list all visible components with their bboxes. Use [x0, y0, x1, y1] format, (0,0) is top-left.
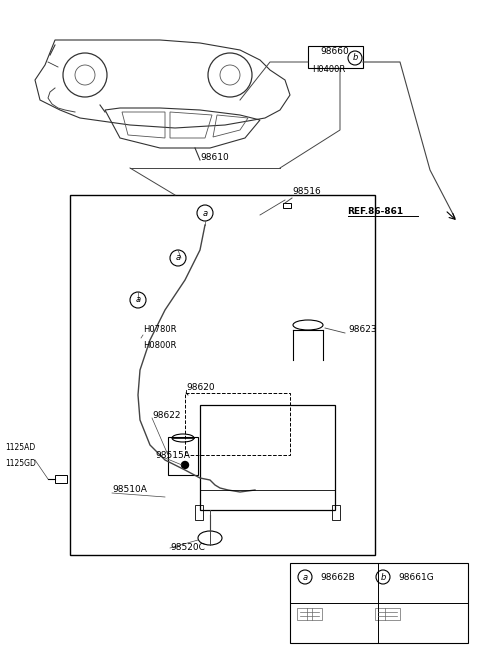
Text: b: b	[380, 572, 386, 582]
Bar	[168, 437, 198, 475]
Text: H0800R: H0800R	[143, 341, 176, 350]
Text: 98520C: 98520C	[170, 544, 205, 553]
Text: 98623: 98623	[348, 326, 377, 335]
Text: 98660: 98660	[321, 48, 349, 56]
Text: REF.86-861: REF.86-861	[347, 208, 403, 217]
Text: a: a	[302, 572, 308, 582]
Text: 98661G: 98661G	[398, 572, 434, 582]
Bar	[195, 505, 203, 520]
Text: 1125GD: 1125GD	[5, 458, 36, 468]
Text: H0400R: H0400R	[312, 66, 345, 75]
Text: 98622: 98622	[152, 411, 180, 419]
Bar	[308, 46, 363, 68]
Bar	[200, 405, 335, 510]
Text: a: a	[203, 208, 207, 217]
Bar	[185, 393, 290, 455]
Bar	[332, 505, 340, 520]
Text: a: a	[135, 295, 141, 305]
Bar	[70, 195, 375, 555]
Bar	[283, 203, 291, 208]
Text: 1125AD: 1125AD	[5, 443, 35, 453]
Text: 98662B: 98662B	[320, 572, 355, 582]
Text: 98516: 98516	[292, 187, 321, 196]
Circle shape	[181, 462, 189, 468]
Text: 98610: 98610	[201, 153, 229, 162]
Text: H0780R: H0780R	[143, 326, 177, 335]
Bar	[290, 563, 468, 643]
Text: 98620: 98620	[186, 383, 215, 392]
Text: 98510A: 98510A	[112, 485, 147, 495]
Text: b: b	[352, 54, 358, 62]
Text: a: a	[175, 253, 180, 263]
Text: 98515A: 98515A	[155, 451, 190, 460]
